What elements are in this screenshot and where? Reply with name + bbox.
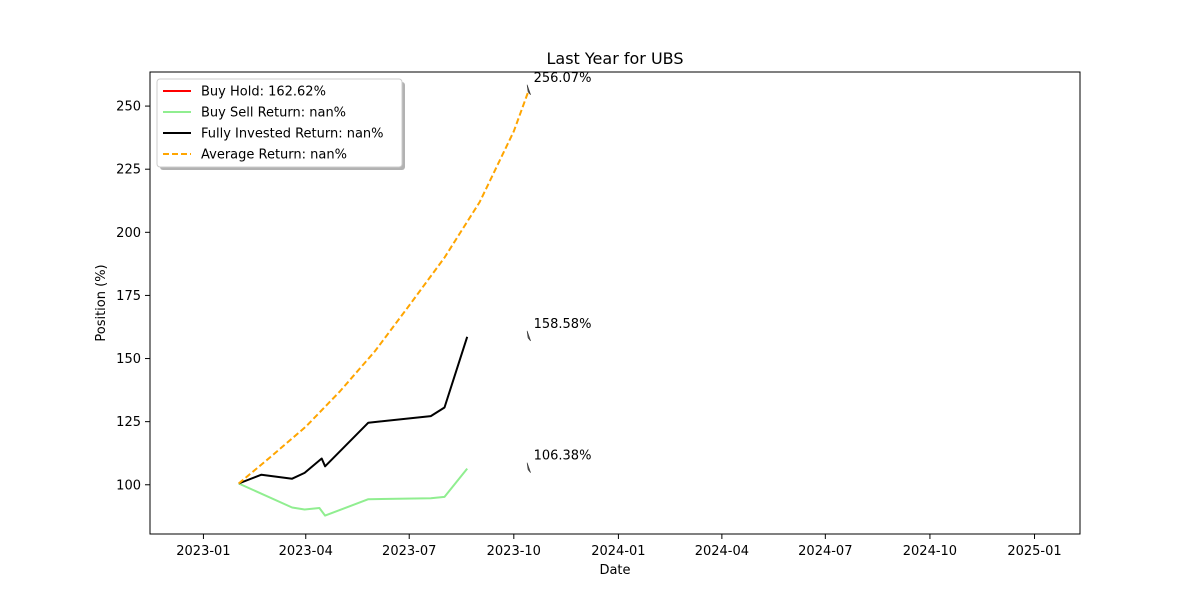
y-tick-label: 250 bbox=[116, 100, 141, 115]
y-tick-label: 175 bbox=[116, 289, 141, 304]
y-axis-label: Position (%) bbox=[94, 264, 109, 341]
legend-label: Buy Hold: 162.62% bbox=[201, 85, 326, 100]
y-axis: 100 125 150 175 200 225 250 bbox=[116, 100, 150, 493]
annotation-label: 158.58% bbox=[534, 317, 592, 332]
legend-box bbox=[156, 78, 403, 168]
x-tick-label: 2024-10 bbox=[903, 544, 957, 559]
x-axis: 2023-01 2023-04 2023-07 2023-10 2024-01 2024-… bbox=[176, 534, 1062, 559]
series-line-3 bbox=[238, 336, 469, 485]
plot-frame bbox=[149, 71, 1081, 535]
x-tick-label: 2024-01 bbox=[591, 544, 645, 559]
series-line-4 bbox=[238, 90, 530, 485]
y-tick-label: 150 bbox=[116, 352, 141, 367]
annotation-arrow bbox=[526, 330, 531, 342]
legend-label: Buy Sell Return: nan% bbox=[201, 106, 346, 121]
annotation-arrow bbox=[526, 462, 531, 473]
series-line-2 bbox=[238, 467, 468, 517]
legend-label: Average Return: nan% bbox=[201, 148, 347, 163]
annotation-arrow bbox=[526, 84, 531, 95]
y-tick-label: 225 bbox=[116, 163, 141, 178]
x-tick-label: 2023-10 bbox=[487, 544, 541, 559]
chart-title: Last Year for UBS bbox=[546, 49, 683, 68]
x-axis-label: Date bbox=[599, 563, 630, 578]
y-tick-label: 125 bbox=[116, 415, 141, 430]
legend-label: Fully Invested Return: nan% bbox=[201, 127, 384, 142]
x-tick-label: 2025-01 bbox=[1007, 544, 1061, 559]
legend: Buy Hold: 162.62% Buy Sell Return: nan% Fu… bbox=[156, 78, 405, 170]
x-tick-label: 2023-04 bbox=[279, 544, 333, 559]
x-tick-label: 2024-07 bbox=[798, 544, 852, 559]
annotation-label: 256.07% bbox=[534, 71, 592, 86]
y-tick-label: 100 bbox=[116, 478, 141, 493]
annotation-label: 106.38% bbox=[534, 449, 592, 464]
plot-area: 256.07% 158.58% 106.38% bbox=[238, 71, 592, 517]
x-tick-label: 2023-07 bbox=[382, 544, 436, 559]
x-tick-label: 2023-01 bbox=[176, 544, 230, 559]
x-tick-label: 2024-04 bbox=[695, 544, 749, 559]
y-tick-label: 200 bbox=[116, 226, 141, 241]
